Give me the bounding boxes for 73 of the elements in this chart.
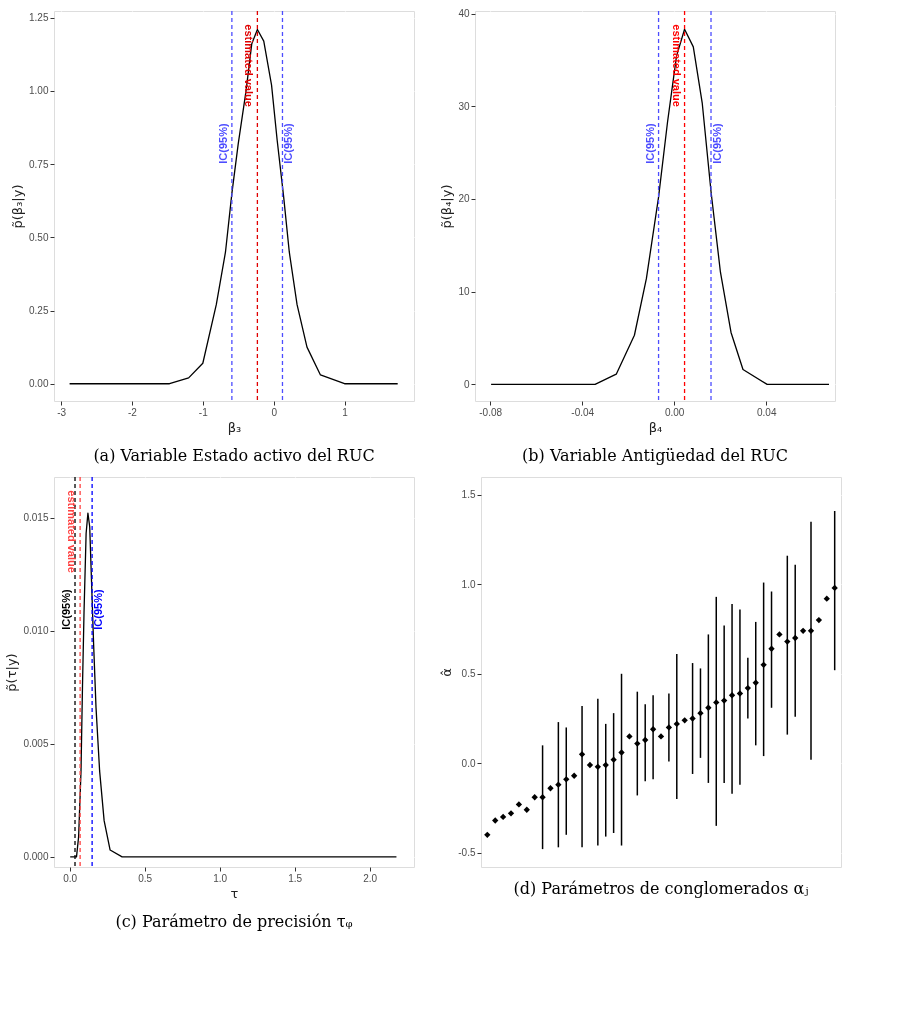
point [531,794,538,801]
ref-line-label: estimated value [66,490,79,573]
text: (d) Parámetros de conglomerados αⱼ [513,879,809,898]
y-tick-label: 1.5 [461,489,476,501]
x-axis-title: β₃ [227,419,242,435]
x-tick-label: 2.0 [363,872,378,884]
x-tick-label: 0.04 [756,406,777,418]
point [484,831,491,838]
y-axis-title: p̃(β₃|y) [10,184,26,229]
y-tick-label: 0.010 [23,625,49,637]
point [523,806,530,813]
point [823,595,830,602]
x-tick-label: 1 [342,406,349,418]
y-tick-label: 0.75 [29,158,49,170]
y-tick-label: 0.0 [461,757,476,769]
x-tick-label: -0.08 [479,406,503,418]
ref-line-label: estimated value [670,24,683,107]
ref-line-label: IC(95%) [216,123,229,164]
point [507,810,515,817]
point [499,813,507,821]
y-tick-label: 0 [463,378,470,390]
y-tick-label: 30 [458,100,470,112]
point [657,733,665,740]
x-tick-label: 0.0 [63,872,78,884]
x-tick-label: 0.00 [664,406,685,418]
y-tick-label: 40 [458,8,470,19]
text: (b) Variable Antigüedad del RUC [522,446,788,465]
point [586,761,594,769]
y-tick-label: 1.00 [29,85,49,97]
y-axis-title: p̃(τ|y) [4,653,20,692]
y-tick-label: 0.000 [23,851,49,863]
y-tick-label: 0.50 [29,231,49,243]
y-tick-label: 20 [458,193,470,205]
ref-line-label: IC(95%) [711,123,724,164]
point [492,817,499,824]
point [547,785,554,792]
x-tick-label: 1.5 [288,872,303,884]
y-tick-label: -0.5 [458,847,476,859]
y-axis-title: p̃(β₄|y) [439,184,455,229]
point [515,801,523,808]
y-tick-label: 0.5 [461,668,476,680]
x-tick-label: -1 [198,406,209,418]
point [571,772,578,779]
x-tick-label: 1.0 [213,872,228,884]
text: (a) Variable Estado activo del RUC [93,446,375,465]
ref-line-label: estimated value [243,24,256,107]
x-tick-label: -2 [128,406,138,418]
ref-line-label: IC(95%) [60,589,73,630]
point [626,733,633,740]
y-tick-label: 0.005 [23,738,49,750]
x-axis-title: β₄ [648,419,663,435]
point [689,715,696,722]
x-axis-title: τ [230,885,239,901]
point [815,616,823,624]
point [681,717,688,724]
y-axis-title: α̂ [439,668,455,677]
x-tick-label: -0.04 [571,406,595,418]
y-tick-label: 10 [458,286,470,298]
text: (c) Parámetro de precisión τᵩ [115,912,353,931]
y-tick-label: 1.25 [29,12,49,24]
y-tick-label: 0.00 [29,378,49,390]
point [618,749,625,756]
x-tick-label: 0.5 [138,872,153,884]
y-tick-label: 1.0 [461,578,476,590]
ref-line-label: IC(95%) [643,123,656,164]
ref-line-label: IC(95%) [92,589,105,630]
y-tick-label: 0.015 [23,512,49,524]
x-tick-label: 0 [271,406,278,418]
point [776,631,783,638]
y-tick-label: 0.25 [29,305,49,317]
x-tick-label: -3 [57,406,67,418]
point [799,627,807,635]
ref-line-label: IC(95%) [282,123,295,164]
